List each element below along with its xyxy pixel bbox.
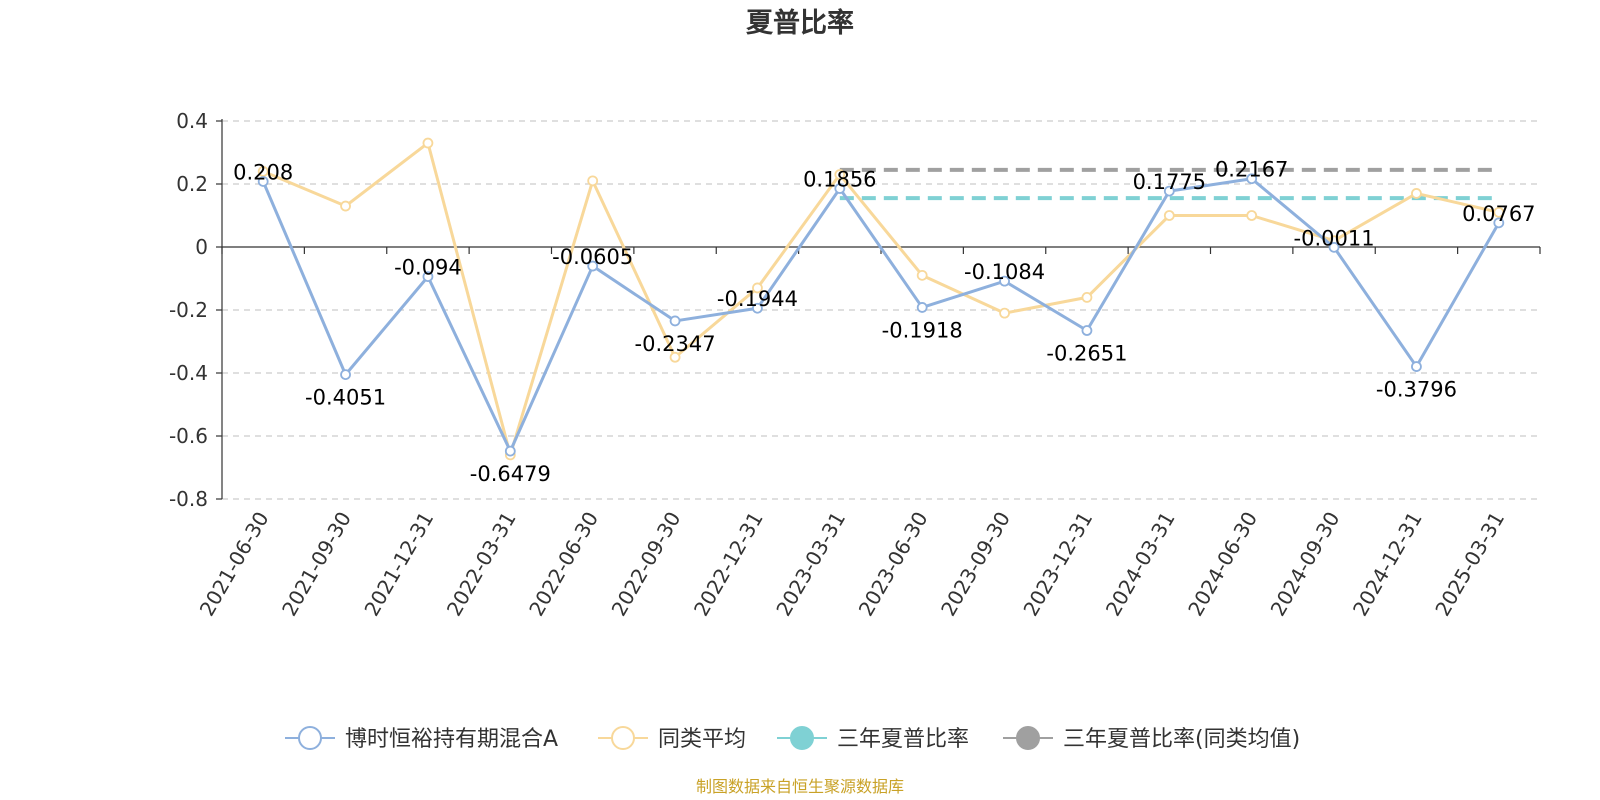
series-0-point-12 [1246, 173, 1258, 185]
data-label-0: 0.208 [233, 160, 293, 184]
x-tick-label-4: 2022-06-30 [524, 508, 603, 621]
series-0-point-13 [1328, 241, 1340, 253]
data-label-13: -0.0011 [1294, 226, 1375, 250]
series-layer [257, 137, 1505, 461]
data-label-5: -0.2347 [635, 332, 716, 356]
series-1-point-14 [1411, 188, 1422, 199]
x-tick-label-12: 2024-06-30 [1183, 508, 1262, 621]
series-0-point-7 [834, 183, 846, 194]
x-tick-label-8: 2023-06-30 [854, 508, 933, 621]
series-0-point-0 [257, 176, 269, 187]
x-axis: 2021-06-30 2021-09-30 2021-12-31 2022-03-31… [195, 246, 1541, 621]
chart-title: 夏普比率 [746, 7, 854, 39]
data-label-12: 0.2167 [1215, 158, 1288, 182]
series-1-point-1 [340, 200, 351, 212]
data-label-14: -0.3796 [1376, 378, 1457, 402]
series-1-point-4 [587, 175, 599, 187]
x-tick-label-15: 2025-03-31 [1430, 508, 1509, 621]
grid [222, 120, 1540, 500]
series-0-point-11 [1163, 185, 1175, 197]
legend-marker-1 [611, 726, 635, 750]
series-0-point-10 [1081, 325, 1093, 336]
x-tick-label-10: 2023-12-31 [1018, 508, 1097, 621]
series-0-point-1 [340, 369, 351, 381]
legend-marker-3 [1016, 726, 1040, 750]
x-tick-label-9: 2023-09-30 [936, 508, 1015, 621]
series-1-point-6 [752, 282, 763, 294]
series-line-1 [262, 141, 1500, 457]
legend-item-0[interactable]: 博时恒裕持有期混合A [285, 726, 558, 752]
series-1-point-5 [669, 351, 681, 363]
series-1-point-12 [1246, 210, 1258, 221]
x-tick-label-2: 2021-12-31 [359, 508, 438, 621]
data-label-4: -0.0605 [552, 245, 633, 269]
x-tick-label-13: 2024-09-30 [1265, 508, 1344, 621]
y-tick-label-1: 0.2 [176, 172, 208, 196]
series-line-0 [261, 177, 1501, 453]
series-1-point-7 [834, 169, 846, 180]
data-label-15: 0.0767 [1462, 202, 1535, 226]
series-1-point-9 [999, 307, 1010, 319]
data-label-9: -0.1084 [964, 260, 1045, 284]
x-tick-label-5: 2022-09-30 [606, 508, 685, 621]
series-0-point-5 [669, 315, 681, 327]
legend-item-3[interactable]: 三年夏普比率(同类均值) [1003, 726, 1300, 752]
series-0-point-2 [422, 271, 434, 283]
legend-marker-0 [298, 726, 322, 750]
data-label-10: -0.2651 [1046, 342, 1127, 366]
y-tick-label-3: -0.2 [169, 298, 208, 322]
series-1-point-10 [1081, 291, 1093, 303]
series-0-point-9 [999, 275, 1010, 287]
data-label-1: -0.4051 [305, 386, 386, 410]
data-label-3: -0.6479 [470, 462, 551, 486]
x-tick-label-11: 2024-03-31 [1101, 508, 1180, 621]
legend-label-3: 三年夏普比率(同类均值) [1063, 727, 1300, 752]
series-1-point-0 [257, 165, 269, 177]
series-0-point-3 [504, 445, 516, 457]
data-label-11: 0.1775 [1133, 170, 1206, 194]
series-0-point-6 [752, 302, 763, 314]
series-0-point-4 [587, 260, 599, 272]
series-1-point-15 [1493, 206, 1505, 218]
y-tick-label-0: 0.4 [176, 109, 208, 133]
data-label-6: -0.1944 [717, 287, 798, 311]
data-label-2: -0.094 [394, 256, 462, 280]
series-0-point-15 [1493, 217, 1505, 229]
y-axis: 0.4 0.2 0 -0.2 -0.4 -0.6 -0.8 [169, 109, 223, 511]
legend-label-1: 同类平均 [658, 727, 746, 752]
x-tick-label-14: 2024-12-31 [1348, 508, 1427, 621]
y-tick-label-5: -0.6 [169, 424, 208, 448]
series-0-point-8 [916, 302, 928, 313]
series-1-point-8 [916, 269, 928, 281]
data-label-7: 0.1856 [803, 168, 876, 192]
data-labels: 0.208-0.4051-0.094-0.6479-0.0605-0.2347-… [233, 158, 1535, 486]
series-1-point-2 [422, 137, 434, 149]
x-tick-label-0: 2021-06-30 [195, 508, 274, 621]
legend-label-2: 三年夏普比率 [837, 727, 969, 752]
legend[interactable]: 博时恒裕持有期混合A 同类平均 三年夏普比率 三年夏普比率(同类均值) [285, 726, 1300, 752]
data-source-note: 制图数据来自恒生聚源数据库 [696, 777, 904, 796]
legend-item-1[interactable]: 同类平均 [598, 726, 746, 752]
y-tick-label-4: -0.4 [169, 361, 208, 385]
series-1-point-11 [1163, 210, 1175, 221]
x-tick-label-1: 2021-09-30 [277, 508, 356, 621]
legend-label-0: 博时恒裕持有期混合A [345, 727, 558, 752]
x-tick-label-7: 2023-03-31 [771, 508, 850, 621]
legend-item-2[interactable]: 三年夏普比率 [777, 726, 969, 752]
series-0-point-14 [1411, 361, 1422, 372]
x-tick-label-6: 2022-12-31 [689, 508, 768, 621]
x-tick-label-3: 2022-03-31 [442, 508, 521, 621]
y-tick-label-2: 0 [195, 235, 208, 259]
legend-marker-2 [790, 726, 814, 750]
data-label-8: -0.1918 [882, 318, 963, 342]
y-tick-label-6: -0.8 [169, 487, 208, 511]
